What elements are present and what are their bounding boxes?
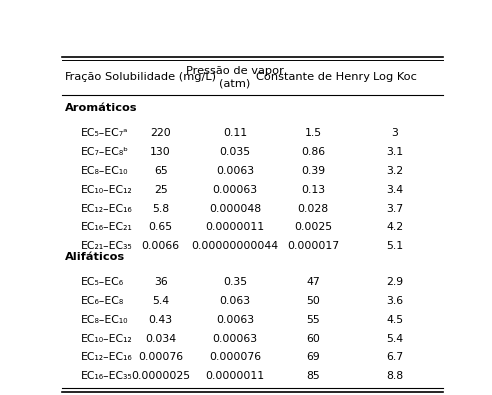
Text: 0.000076: 0.000076 (209, 352, 261, 363)
Text: Fração: Fração (65, 72, 103, 82)
Text: 0.00000000044: 0.00000000044 (191, 241, 278, 251)
Text: 0.00063: 0.00063 (213, 184, 257, 195)
Text: 0.0063: 0.0063 (216, 166, 254, 176)
Text: 3.6: 3.6 (387, 296, 404, 306)
Text: 0.0000025: 0.0000025 (131, 371, 190, 381)
Text: 0.86: 0.86 (301, 147, 325, 157)
Text: EC₅–EC₆: EC₅–EC₆ (81, 277, 123, 287)
Text: 0.0066: 0.0066 (142, 241, 180, 251)
Text: 0.35: 0.35 (223, 277, 247, 287)
Text: 60: 60 (306, 334, 320, 344)
Text: 5.8: 5.8 (152, 203, 169, 214)
Text: 0.000017: 0.000017 (287, 241, 339, 251)
Text: 5.4: 5.4 (152, 296, 169, 306)
Text: 0.035: 0.035 (219, 147, 250, 157)
Text: Log Koc: Log Koc (373, 72, 417, 82)
Text: 65: 65 (154, 166, 167, 176)
Text: Aromáticos: Aromáticos (65, 103, 138, 113)
Text: 0.034: 0.034 (145, 334, 176, 344)
Text: 0.028: 0.028 (298, 203, 329, 214)
Text: 0.000048: 0.000048 (209, 203, 261, 214)
Text: 3.4: 3.4 (387, 184, 404, 195)
Text: 0.00076: 0.00076 (138, 352, 183, 363)
Text: 36: 36 (154, 277, 167, 287)
Text: EC₁₀–EC₁₂: EC₁₀–EC₁₂ (81, 334, 132, 344)
Text: 3.1: 3.1 (387, 147, 404, 157)
Text: 0.11: 0.11 (223, 128, 247, 138)
Text: 0.0000011: 0.0000011 (206, 222, 265, 232)
Text: 0.063: 0.063 (219, 296, 250, 306)
Text: 5.1: 5.1 (387, 241, 404, 251)
Text: 6.7: 6.7 (387, 352, 404, 363)
Text: 1.5: 1.5 (305, 128, 322, 138)
Text: 0.00063: 0.00063 (213, 334, 257, 344)
Text: 3.7: 3.7 (387, 203, 404, 214)
Text: 0.0063: 0.0063 (216, 315, 254, 325)
Text: 4.2: 4.2 (387, 222, 404, 232)
Text: 55: 55 (307, 315, 320, 325)
Text: 69: 69 (307, 352, 320, 363)
Text: 4.5: 4.5 (387, 315, 404, 325)
Text: Alifáticos: Alifáticos (65, 252, 125, 261)
Text: Solubilidade (mg/L): Solubilidade (mg/L) (105, 72, 216, 82)
Text: 47: 47 (307, 277, 320, 287)
Text: EC₁₂–EC₁₆: EC₁₂–EC₁₆ (81, 203, 132, 214)
Text: EC₂₁–EC₃₅: EC₂₁–EC₃₅ (81, 241, 132, 251)
Text: 0.0000011: 0.0000011 (206, 371, 265, 381)
Text: EC₁₆–EC₂₁: EC₁₆–EC₂₁ (81, 222, 132, 232)
Text: 25: 25 (154, 184, 167, 195)
Text: EC₈–EC₁₀: EC₈–EC₁₀ (81, 315, 128, 325)
Text: EC₁₆–EC₃₅: EC₁₆–EC₃₅ (81, 371, 132, 381)
Text: EC₅–EC₇ᵃ: EC₅–EC₇ᵃ (81, 128, 128, 138)
Text: 130: 130 (150, 147, 171, 157)
Text: 2.9: 2.9 (387, 277, 404, 287)
Text: Pressão de vapor
(atm): Pressão de vapor (atm) (186, 66, 284, 88)
Text: EC₇–EC₈ᵇ: EC₇–EC₈ᵇ (81, 147, 128, 157)
Text: 8.8: 8.8 (387, 371, 404, 381)
Text: 0.43: 0.43 (149, 315, 173, 325)
Text: 0.39: 0.39 (301, 166, 325, 176)
Text: EC₁₂–EC₁₆: EC₁₂–EC₁₆ (81, 352, 132, 363)
Text: Constante de Henry: Constante de Henry (256, 72, 370, 82)
Text: 0.13: 0.13 (301, 184, 325, 195)
Text: 3: 3 (392, 128, 399, 138)
Text: 0.0025: 0.0025 (294, 222, 332, 232)
Text: 50: 50 (306, 296, 320, 306)
Text: EC₁₀–EC₁₂: EC₁₀–EC₁₂ (81, 184, 132, 195)
Text: EC₈–EC₁₀: EC₈–EC₁₀ (81, 166, 128, 176)
Text: 0.65: 0.65 (149, 222, 173, 232)
Text: 5.4: 5.4 (387, 334, 404, 344)
Text: EC₆–EC₈: EC₆–EC₈ (81, 296, 124, 306)
Text: 3.2: 3.2 (387, 166, 404, 176)
Text: 85: 85 (307, 371, 320, 381)
Text: 220: 220 (150, 128, 171, 138)
